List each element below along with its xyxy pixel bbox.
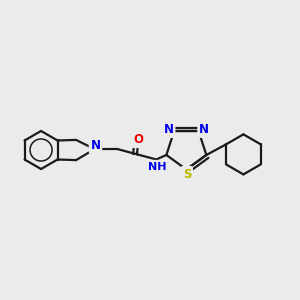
Text: N: N — [199, 123, 209, 136]
Text: O: O — [133, 133, 143, 146]
Text: N: N — [164, 123, 174, 136]
Text: NH: NH — [148, 161, 166, 172]
Text: N: N — [91, 139, 100, 152]
Text: S: S — [183, 168, 191, 181]
